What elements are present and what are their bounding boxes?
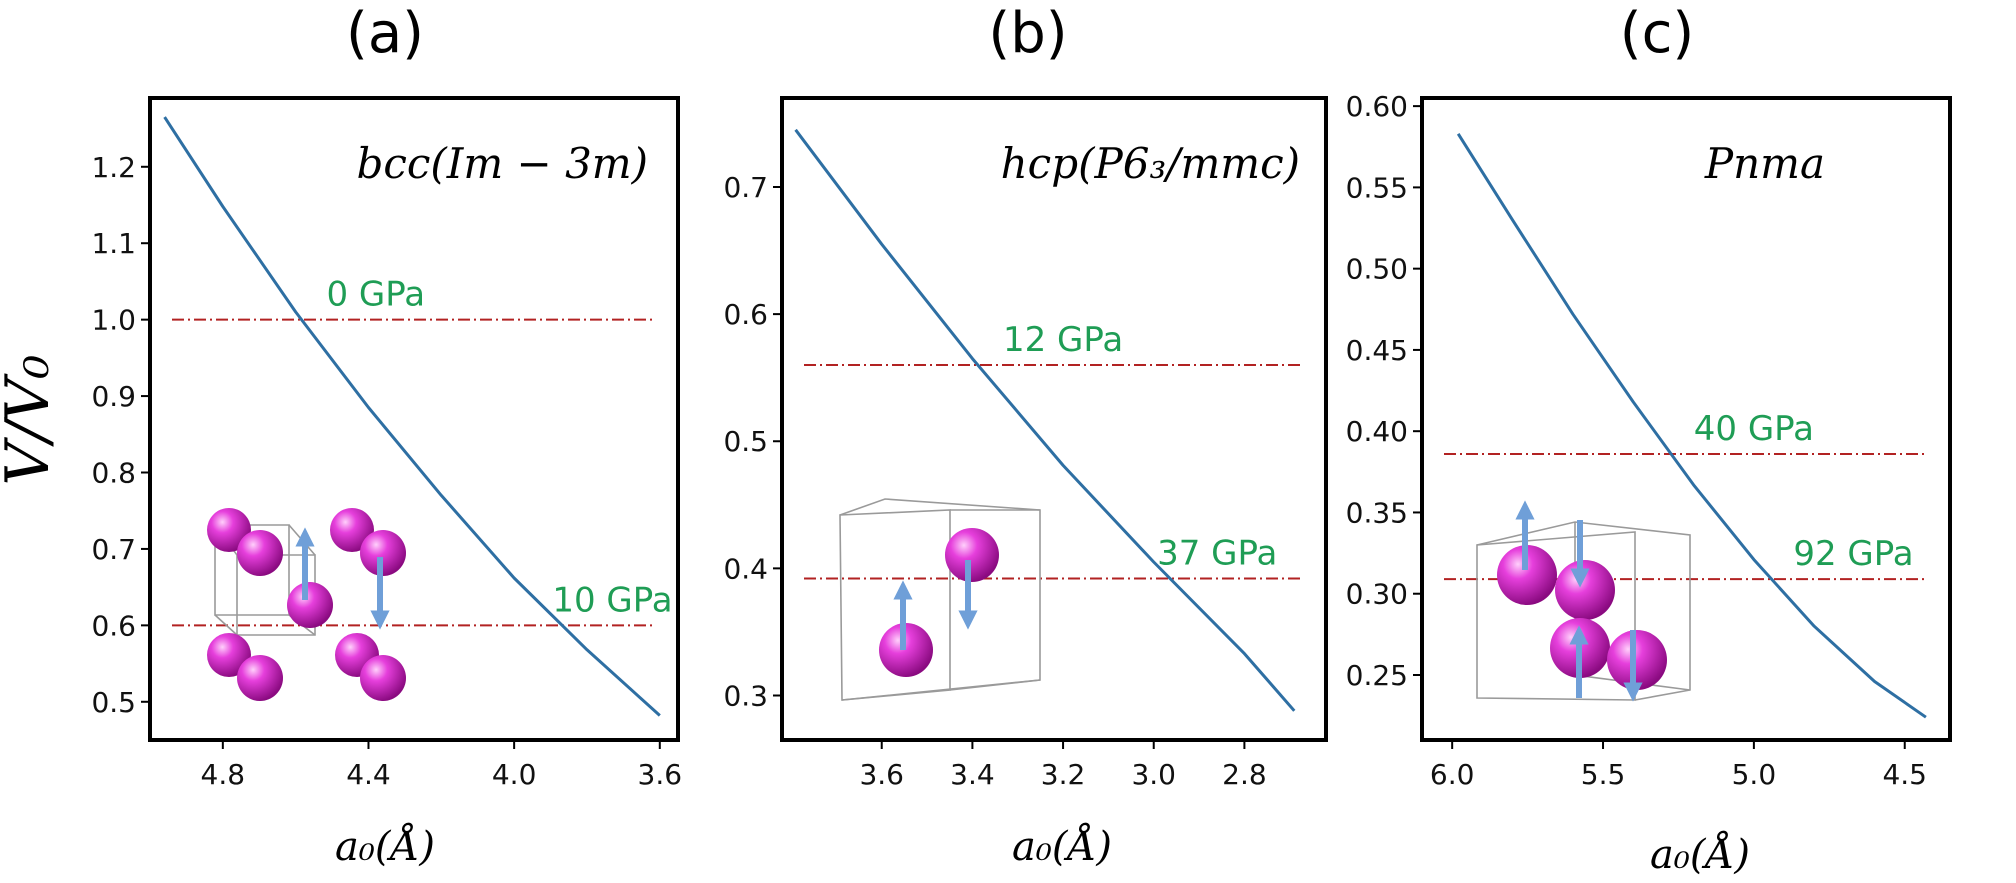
panel-c: (c) Pnma a₀(Å) 40 GPa 92 GPa 6.0 5.5 5.0 4.5 0… xyxy=(1346,1,1952,878)
pressure-label-b-2: 37 GPa xyxy=(1157,534,1277,574)
y-tick-label-c-4: 0.40 xyxy=(1346,415,1408,448)
x-tick-label-b-4: 3.0 xyxy=(1131,758,1176,791)
x-axis-label-c: a₀(Å) xyxy=(1650,831,1750,878)
crystal-inset-c xyxy=(1476,500,1691,702)
phase-label-a: bcc(Im − 3m) xyxy=(356,139,648,188)
x-tick-label-b-2: 3.4 xyxy=(950,758,995,791)
pressure-label-b-1: 12 GPa xyxy=(1003,320,1123,360)
y-tick-label-a-3: 0.7 xyxy=(91,533,136,566)
x-tick-label-a-3: 4.0 xyxy=(492,758,537,791)
x-tick-label-c-3: 5.0 xyxy=(1732,758,1777,791)
x-tick-label-b-1: 3.6 xyxy=(859,758,904,791)
crystal-inset-a xyxy=(207,508,406,701)
pressure-label-c-1: 40 GPa xyxy=(1694,409,1814,449)
panel-label-c: (c) xyxy=(1620,1,1694,66)
curve-b xyxy=(794,128,1296,712)
x-tick-label-b-3: 3.2 xyxy=(1041,758,1086,791)
y-tick-label-c-6: 0.50 xyxy=(1346,253,1408,286)
crystal-inset-b xyxy=(839,498,1041,701)
x-tick-label-c-2: 5.5 xyxy=(1581,758,1626,791)
plot-frame-b xyxy=(780,96,1328,742)
panel-a: (a) bcc(Im − 3m) a₀(Å) 0 GPa 10 GPa 4.8 4.4… xyxy=(91,1,682,870)
y-tick-label-c-3: 0.35 xyxy=(1346,496,1408,529)
phase-label-c: Pnma xyxy=(1704,139,1825,188)
y-tick-label-c-7: 0.55 xyxy=(1346,171,1408,204)
panel-label-b: (b) xyxy=(988,1,1067,66)
x-axis-label-b: a₀(Å) xyxy=(1012,823,1112,870)
plot-frame-a xyxy=(148,96,680,742)
x-axis-label-a: a₀(Å) xyxy=(335,823,435,870)
y-tick-label-b-2: 0.4 xyxy=(723,552,768,585)
y-tick-label-c-8: 0.60 xyxy=(1346,90,1408,123)
curve-a xyxy=(163,116,661,717)
x-tick-label-c-1: 6.0 xyxy=(1430,758,1475,791)
panel-label-a: (a) xyxy=(346,1,424,66)
y-tick-label-a-4: 0.8 xyxy=(91,457,136,490)
y-tick-label-a-2: 0.6 xyxy=(91,609,136,642)
x-tick-label-a-2: 4.4 xyxy=(346,758,391,791)
y-tick-label-b-1: 0.3 xyxy=(723,680,768,713)
pressure-label-a-1: 0 GPa xyxy=(326,275,425,315)
y-axis-label: V/V₀ xyxy=(0,355,63,486)
y-tick-label-a-5: 0.9 xyxy=(91,380,136,413)
x-tick-label-c-4: 4.5 xyxy=(1882,758,1927,791)
y-tick-label-a-7: 1.1 xyxy=(91,227,136,260)
y-tick-label-c-5: 0.45 xyxy=(1346,334,1408,367)
y-tick-label-a-1: 0.5 xyxy=(91,686,136,719)
x-tick-label-a-1: 4.8 xyxy=(201,758,246,791)
x-tick-label-a-4: 3.6 xyxy=(638,758,683,791)
y-tick-label-b-3: 0.5 xyxy=(723,425,768,458)
phase-label-b: hcp(P6₃/mmc) xyxy=(1001,139,1300,188)
y-tick-label-c-2: 0.30 xyxy=(1346,578,1408,611)
pressure-label-c-2: 92 GPa xyxy=(1793,534,1913,574)
y-tick-label-a-8: 1.2 xyxy=(91,151,136,184)
y-tick-label-b-5: 0.7 xyxy=(723,171,768,204)
y-tick-label-c-1: 0.25 xyxy=(1346,659,1408,692)
y-tick-label-a-6: 1.0 xyxy=(91,304,136,337)
pressure-label-a-2: 10 GPa xyxy=(552,580,672,620)
panel-b: (b) hcp(P6₃/mmc) a₀(Å) 12 GPa 37 GPa 3.6 3.… xyxy=(723,1,1328,870)
y-tick-label-b-4: 0.6 xyxy=(723,298,768,331)
x-tick-label-b-5: 2.8 xyxy=(1222,758,1267,791)
curve-c xyxy=(1456,132,1927,719)
plot-frame-c xyxy=(1420,96,1952,742)
